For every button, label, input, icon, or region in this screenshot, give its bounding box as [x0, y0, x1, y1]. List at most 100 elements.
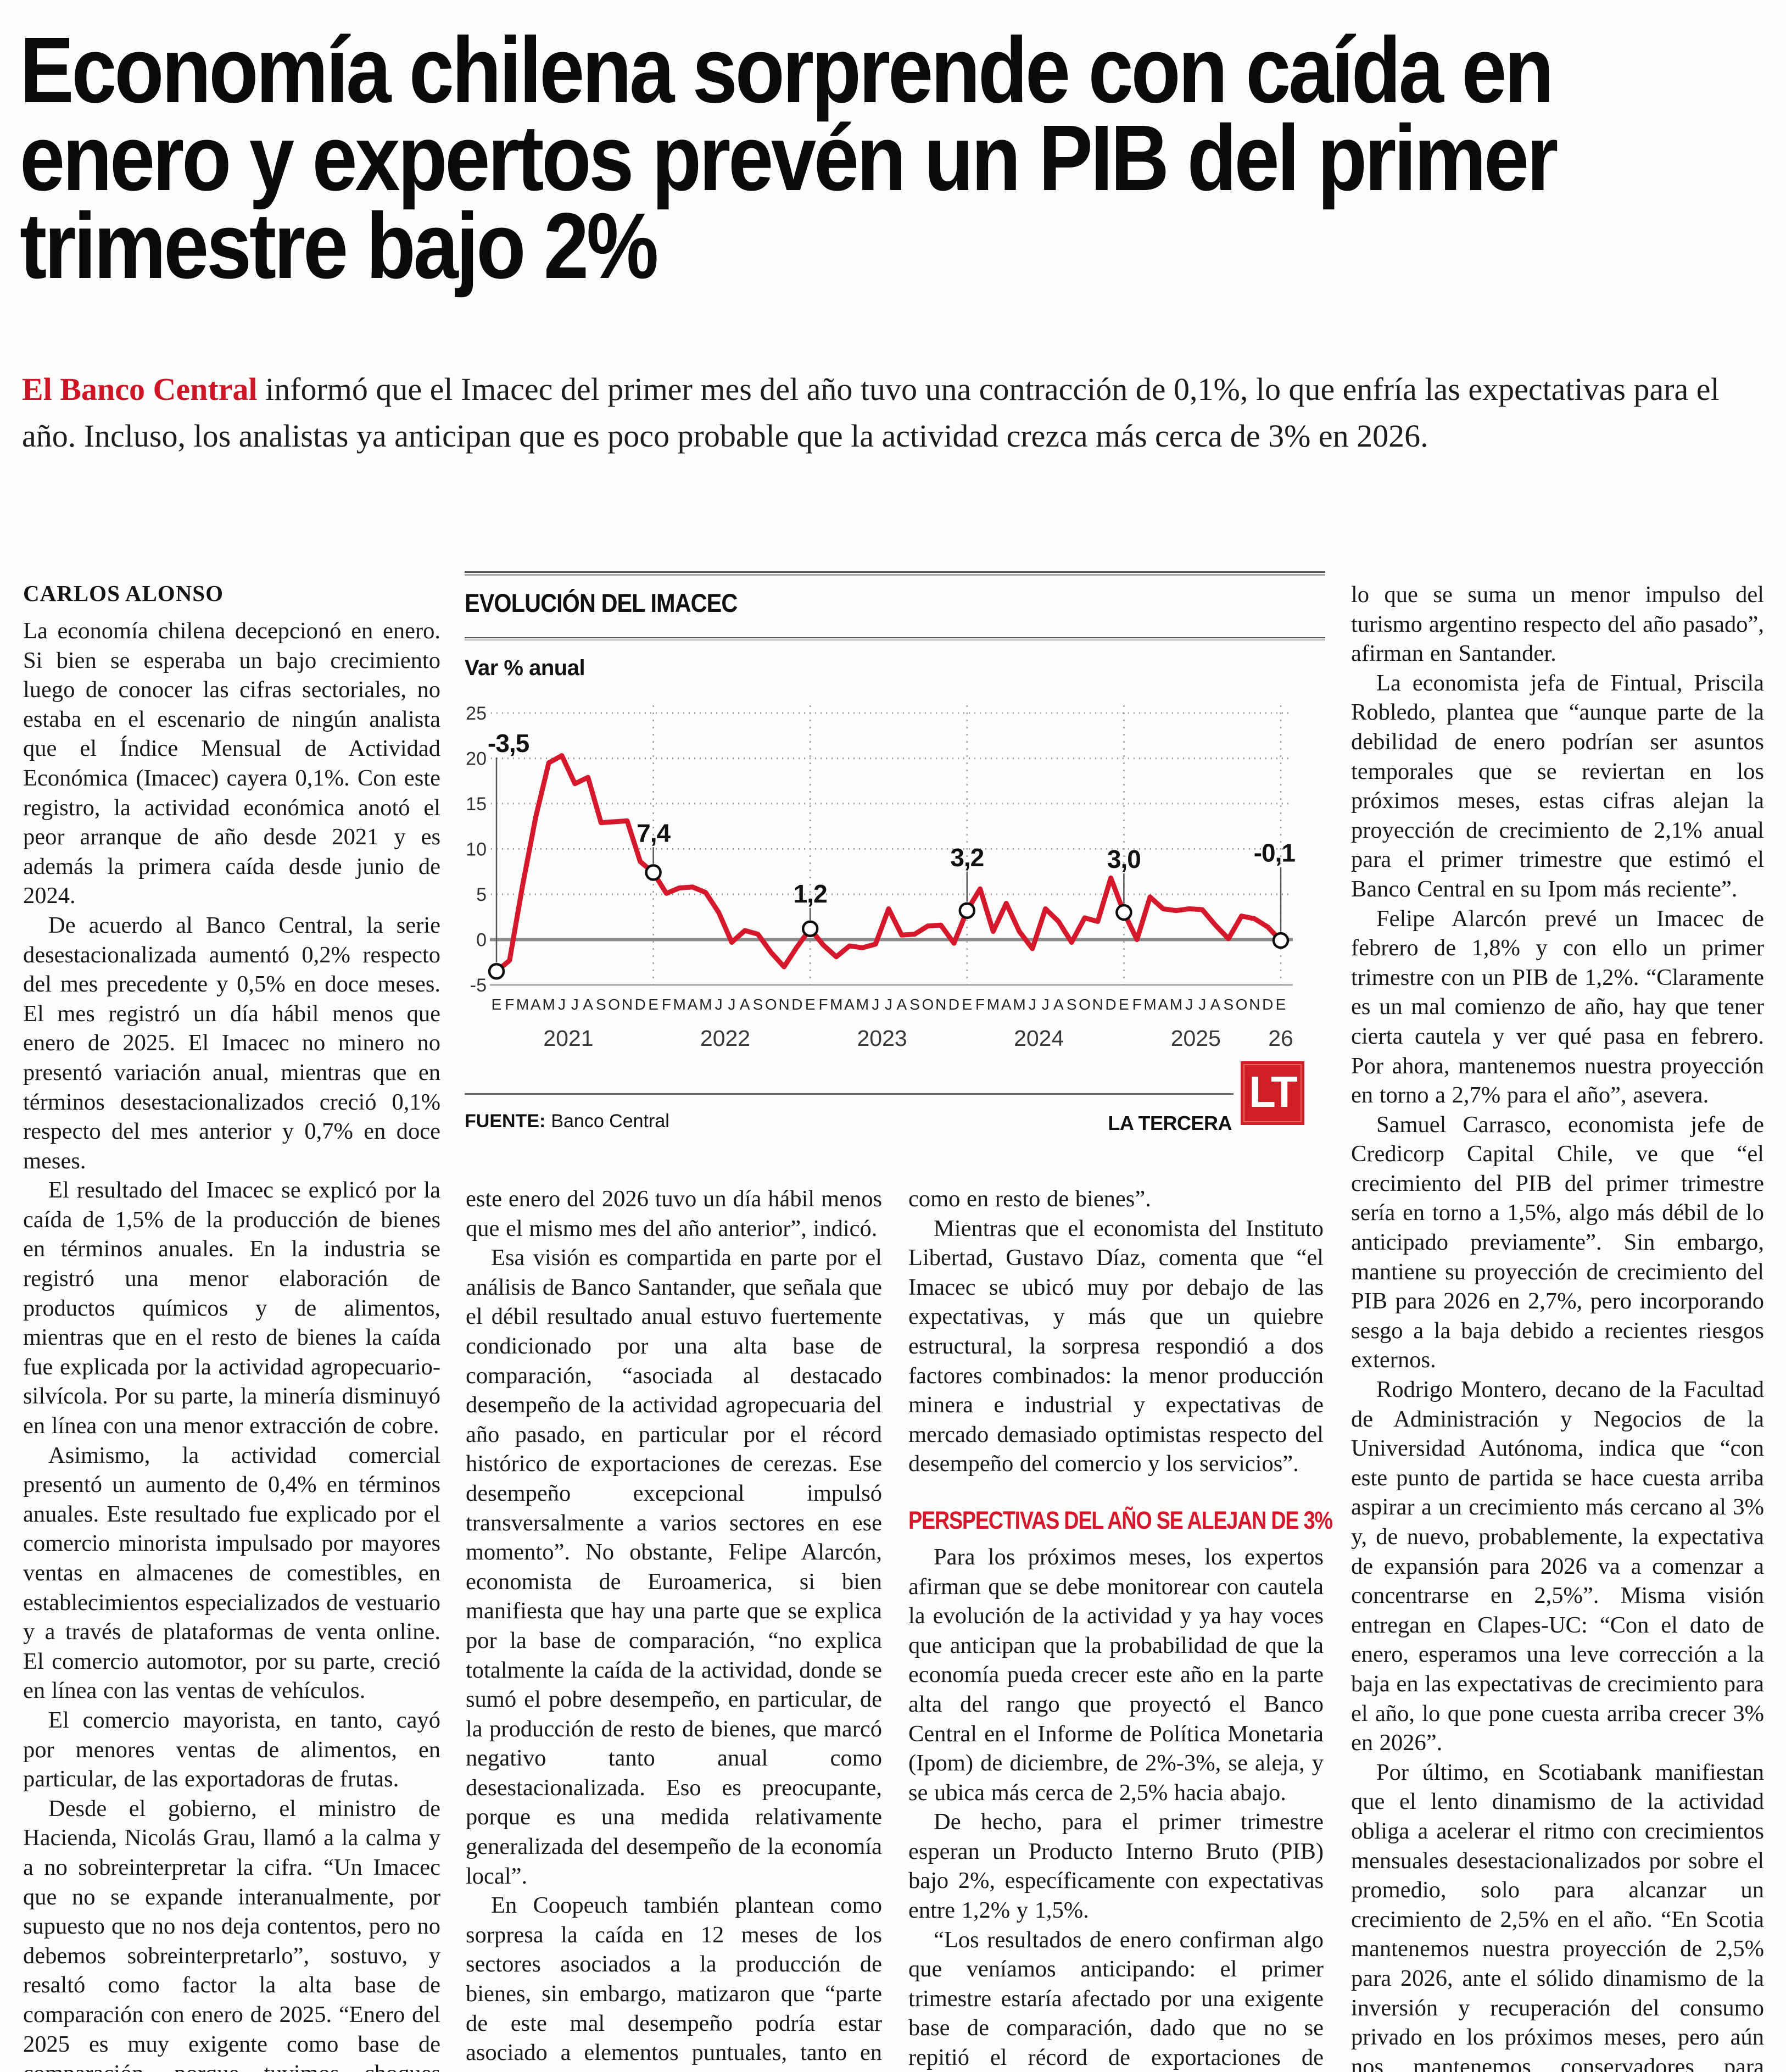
svg-text:N: N: [1092, 996, 1103, 1013]
svg-text:M: M: [1170, 996, 1182, 1013]
svg-text:A: A: [1053, 996, 1064, 1013]
paragraph: Desde el gobierno, el ministro de Hacien…: [23, 1795, 440, 2072]
paragraph: Felipe Alarcón prevé un Imacec de febrer…: [1351, 905, 1764, 1109]
svg-text:A: A: [531, 996, 541, 1013]
svg-text:A: A: [1210, 996, 1221, 1013]
svg-text:A: A: [740, 996, 750, 1013]
svg-text:M: M: [987, 996, 1000, 1013]
paragraph-text: Por último, en Scotiabank manifiestan qu…: [1351, 1759, 1764, 2072]
svg-text:O: O: [765, 996, 777, 1013]
svg-text:F: F: [975, 996, 985, 1013]
lede-highlight: El Banco Central: [22, 371, 258, 407]
svg-text:J: J: [715, 996, 723, 1013]
byline: CARLOS ALONSO: [23, 581, 224, 606]
svg-text:D: D: [635, 996, 646, 1013]
paragraph: La economía chilena decepcionó en enero.…: [23, 618, 440, 909]
svg-text:A: A: [896, 996, 907, 1013]
svg-text:A: A: [583, 996, 593, 1013]
svg-text:3,0: 3,0: [1107, 845, 1141, 873]
svg-text:E: E: [805, 996, 816, 1013]
svg-text:20: 20: [466, 749, 487, 770]
svg-text:M: M: [543, 996, 555, 1013]
svg-text:2023: 2023: [857, 1026, 907, 1051]
svg-text:2025: 2025: [1171, 1026, 1221, 1051]
svg-text:A: A: [688, 996, 698, 1013]
svg-text:D: D: [791, 996, 802, 1013]
paragraph: este enero del 2026 tuvo un día hábil me…: [466, 1186, 882, 1241]
svg-text:7,4: 7,4: [637, 818, 671, 847]
svg-text:26: 26: [1268, 1026, 1293, 1051]
paragraph: El resultado del Imacec se explicó por l…: [23, 1177, 440, 1439]
svg-text:S: S: [596, 996, 606, 1013]
column-1: CARLOS ALONSO La economía chilena decepc…: [23, 580, 440, 2072]
svg-text:0: 0: [476, 930, 487, 951]
svg-text:E: E: [1276, 996, 1286, 1013]
svg-text:E: E: [1119, 996, 1129, 1013]
svg-text:O: O: [922, 996, 934, 1013]
svg-text:F: F: [662, 996, 671, 1013]
paragraph: De acuerdo al Banco Central, la serie de…: [23, 912, 440, 1174]
svg-text:A: A: [1001, 996, 1012, 1013]
paragraph: Para los próximos meses, los expertos af…: [908, 1544, 1324, 1806]
chart-divider-rule: [465, 637, 1325, 640]
paragraph: Por último, en Scotiabank manifiestan qu…: [1351, 1758, 1764, 2072]
svg-text:A: A: [1158, 996, 1168, 1013]
svg-text:A: A: [844, 996, 855, 1013]
svg-text:J: J: [571, 996, 579, 1013]
svg-text:J: J: [1198, 996, 1206, 1013]
svg-text:D: D: [948, 996, 959, 1013]
svg-text:1,2: 1,2: [794, 879, 827, 908]
paragraph: “Los resultados de enero confirman algo …: [908, 1926, 1324, 2071]
svg-text:5: 5: [476, 884, 487, 905]
svg-text:N: N: [1249, 996, 1260, 1013]
svg-text:O: O: [1079, 996, 1091, 1013]
svg-text:25: 25: [466, 703, 487, 724]
svg-text:S: S: [1223, 996, 1234, 1013]
svg-text:M: M: [699, 996, 712, 1013]
svg-text:E: E: [492, 996, 502, 1013]
chart-source: FUENTE: Banco Central: [465, 1111, 669, 1132]
paragraph: Asimismo, la actividad comercial present…: [23, 1442, 440, 1704]
paragraph: La economista jefa de Fintual, Priscila …: [1351, 670, 1764, 902]
paragraph: Samuel Carrasco, economista jefe de Cred…: [1351, 1111, 1764, 1373]
lede-rest: informó que el Imacec del primer mes del…: [22, 371, 1720, 454]
svg-text:3,2: 3,2: [950, 843, 984, 872]
svg-text:J: J: [1029, 996, 1036, 1013]
section-subheading: PERSPECTIVAS DEL AÑO SE ALEJAN DE 3%: [908, 1506, 1333, 1534]
svg-text:M: M: [516, 996, 529, 1013]
svg-text:S: S: [1067, 996, 1077, 1013]
newspaper-credit: LA TERCERA: [1108, 1112, 1232, 1134]
svg-text:-3,5: -3,5: [488, 729, 529, 757]
svg-text:10: 10: [466, 839, 487, 860]
source-value: Banco Central: [551, 1111, 669, 1132]
headline: Economía chilena sorprende con caída en …: [20, 18, 1558, 298]
svg-text:J: J: [1042, 996, 1050, 1013]
svg-text:J: J: [885, 996, 892, 1013]
svg-text:M: M: [1013, 996, 1025, 1013]
svg-text:2024: 2024: [1014, 1026, 1064, 1051]
svg-text:E: E: [648, 996, 658, 1013]
svg-text:M: M: [673, 996, 686, 1013]
svg-text:F: F: [505, 996, 514, 1013]
svg-text:M: M: [830, 996, 842, 1013]
svg-text:J: J: [1185, 996, 1193, 1013]
svg-text:2022: 2022: [700, 1026, 750, 1051]
svg-text:N: N: [622, 996, 633, 1013]
column-4: lo que se suma un menor impulso del turi…: [1351, 580, 1764, 2072]
svg-text:D: D: [1105, 996, 1116, 1013]
svg-text:M: M: [856, 996, 869, 1013]
imacec-chart-block: EVOLUCIÓN DEL IMACEC Var % anual 25 20 15 1…: [465, 571, 1325, 1163]
svg-text:J: J: [872, 996, 879, 1013]
paragraph: Mientras que el economista del Instituto…: [908, 1215, 1324, 1477]
svg-text:F: F: [818, 996, 828, 1013]
paragraph: como en resto de bienes”.: [908, 1186, 1151, 1212]
paragraph: lo que se suma un menor impulso del turi…: [1351, 582, 1764, 667]
column-2: este enero del 2026 tuvo un día hábil me…: [466, 1184, 882, 2072]
paragraph: El comercio mayorista, en tanto, cayó po…: [23, 1707, 440, 1792]
svg-text:N: N: [935, 996, 946, 1013]
svg-text:S: S: [909, 996, 920, 1013]
svg-text:E: E: [962, 996, 972, 1013]
column-3: como en resto de bienes”. Mientras que e…: [908, 1184, 1333, 2072]
